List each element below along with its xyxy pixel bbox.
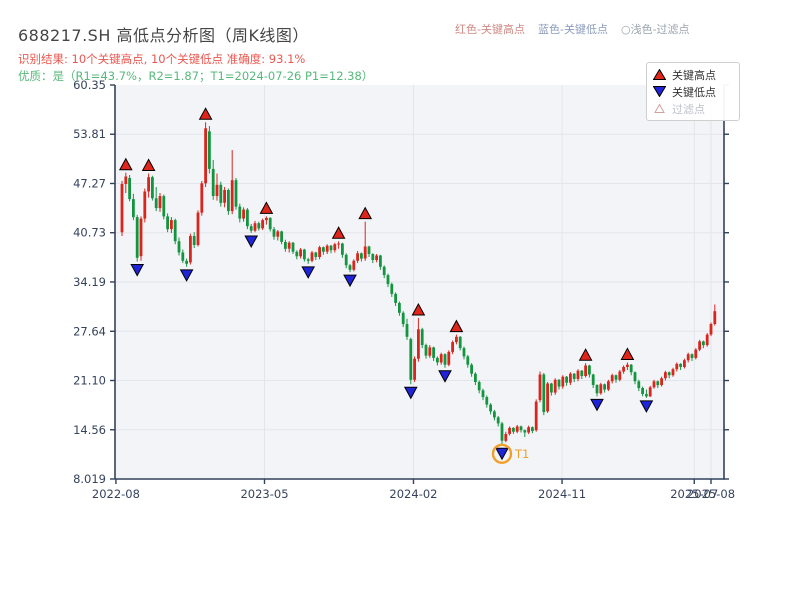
t1-circle [491,443,513,464]
page-title: 688217.SH 高低点分析图（周K线图） [18,26,309,45]
key-low-marker [130,264,145,277]
x-tick-label: 2023-05 [240,487,288,501]
key-low-marker [343,274,357,288]
y-tick-label: 21.10 [73,374,106,388]
candlestick-series [120,122,717,446]
x-tick-label: 2022-08 [92,487,140,501]
key-low-marker [179,269,194,282]
t1-annotation: T1 [491,443,529,464]
key-low-marker [495,447,509,461]
legend-item-key-high: 关键高点 [653,66,733,83]
header-color-legend: 红色-关键高点 蓝色-关键低点 ○浅色-过滤点 [455,21,690,37]
key-high-marker [578,348,593,361]
y-tick-label: 27.64 [73,324,106,338]
legend-label: 过滤点 [672,102,705,116]
legend-item-key-low: 关键低点 [653,83,733,100]
y-tick-label: 14.56 [73,423,106,437]
key-low-marker [301,266,316,279]
axes: 60.35 53.81 47.27 40.73 34.19 27.64 21.10 14.56… [73,78,735,501]
y-tick-label: 60.35 [73,78,106,92]
x-tick-label: 2024-11 [538,487,586,501]
key-low-marker [403,386,418,400]
y-tick-label: 53.81 [73,127,106,141]
key-high-marker [118,157,133,171]
t1-label: T1 [514,447,529,461]
red-up-triangle-icon [653,69,666,80]
key-high-marker [198,107,213,120]
key-high-marker [259,201,274,214]
x-tick-label: 2024-02 [389,487,437,501]
x-tick-label: 2025-08 [687,487,735,501]
key-high-marker [358,206,373,220]
key-high-markers [118,107,635,361]
x-tick-label: 2025-07 [670,487,718,501]
quality-text: 优质：是（R1=43.7%，R2=1.87；T1=2024-07-26 P1=1… [18,69,374,83]
legend-label: 关键低点 [672,85,716,99]
key-low-markers [130,235,654,461]
chart-legend-box: 关键高点 关键低点 过滤点 [646,62,740,121]
recognition-result-text: 识别结果: 10个关键高点, 10个关键低点 准确度: 93.1% [18,52,306,66]
key-low-marker [438,370,452,383]
legend-label: 关键高点 [672,68,716,82]
header-legend-key-high: 红色-关键高点 [455,23,525,36]
key-high-marker [449,319,464,333]
key-low-marker [244,235,259,248]
open-triangle-icon [654,103,665,113]
header-legend-filtered: ○浅色-过滤点 [620,23,690,36]
y-tick-label: 47.27 [73,176,106,190]
y-tick-label: 8.019 [73,472,106,486]
key-low-marker [590,398,604,412]
header-legend-key-low: 蓝色-关键低点 [537,23,608,36]
blue-down-triangle-icon [653,86,666,97]
key-high-marker [331,226,346,239]
key-high-marker [620,347,635,360]
y-tick-label: 40.73 [73,226,106,240]
y-tick-label: 34.19 [73,275,106,289]
key-high-marker [411,302,426,316]
legend-item-filtered: 过滤点 [653,100,733,117]
key-low-marker [639,400,654,413]
key-high-marker [141,158,156,171]
